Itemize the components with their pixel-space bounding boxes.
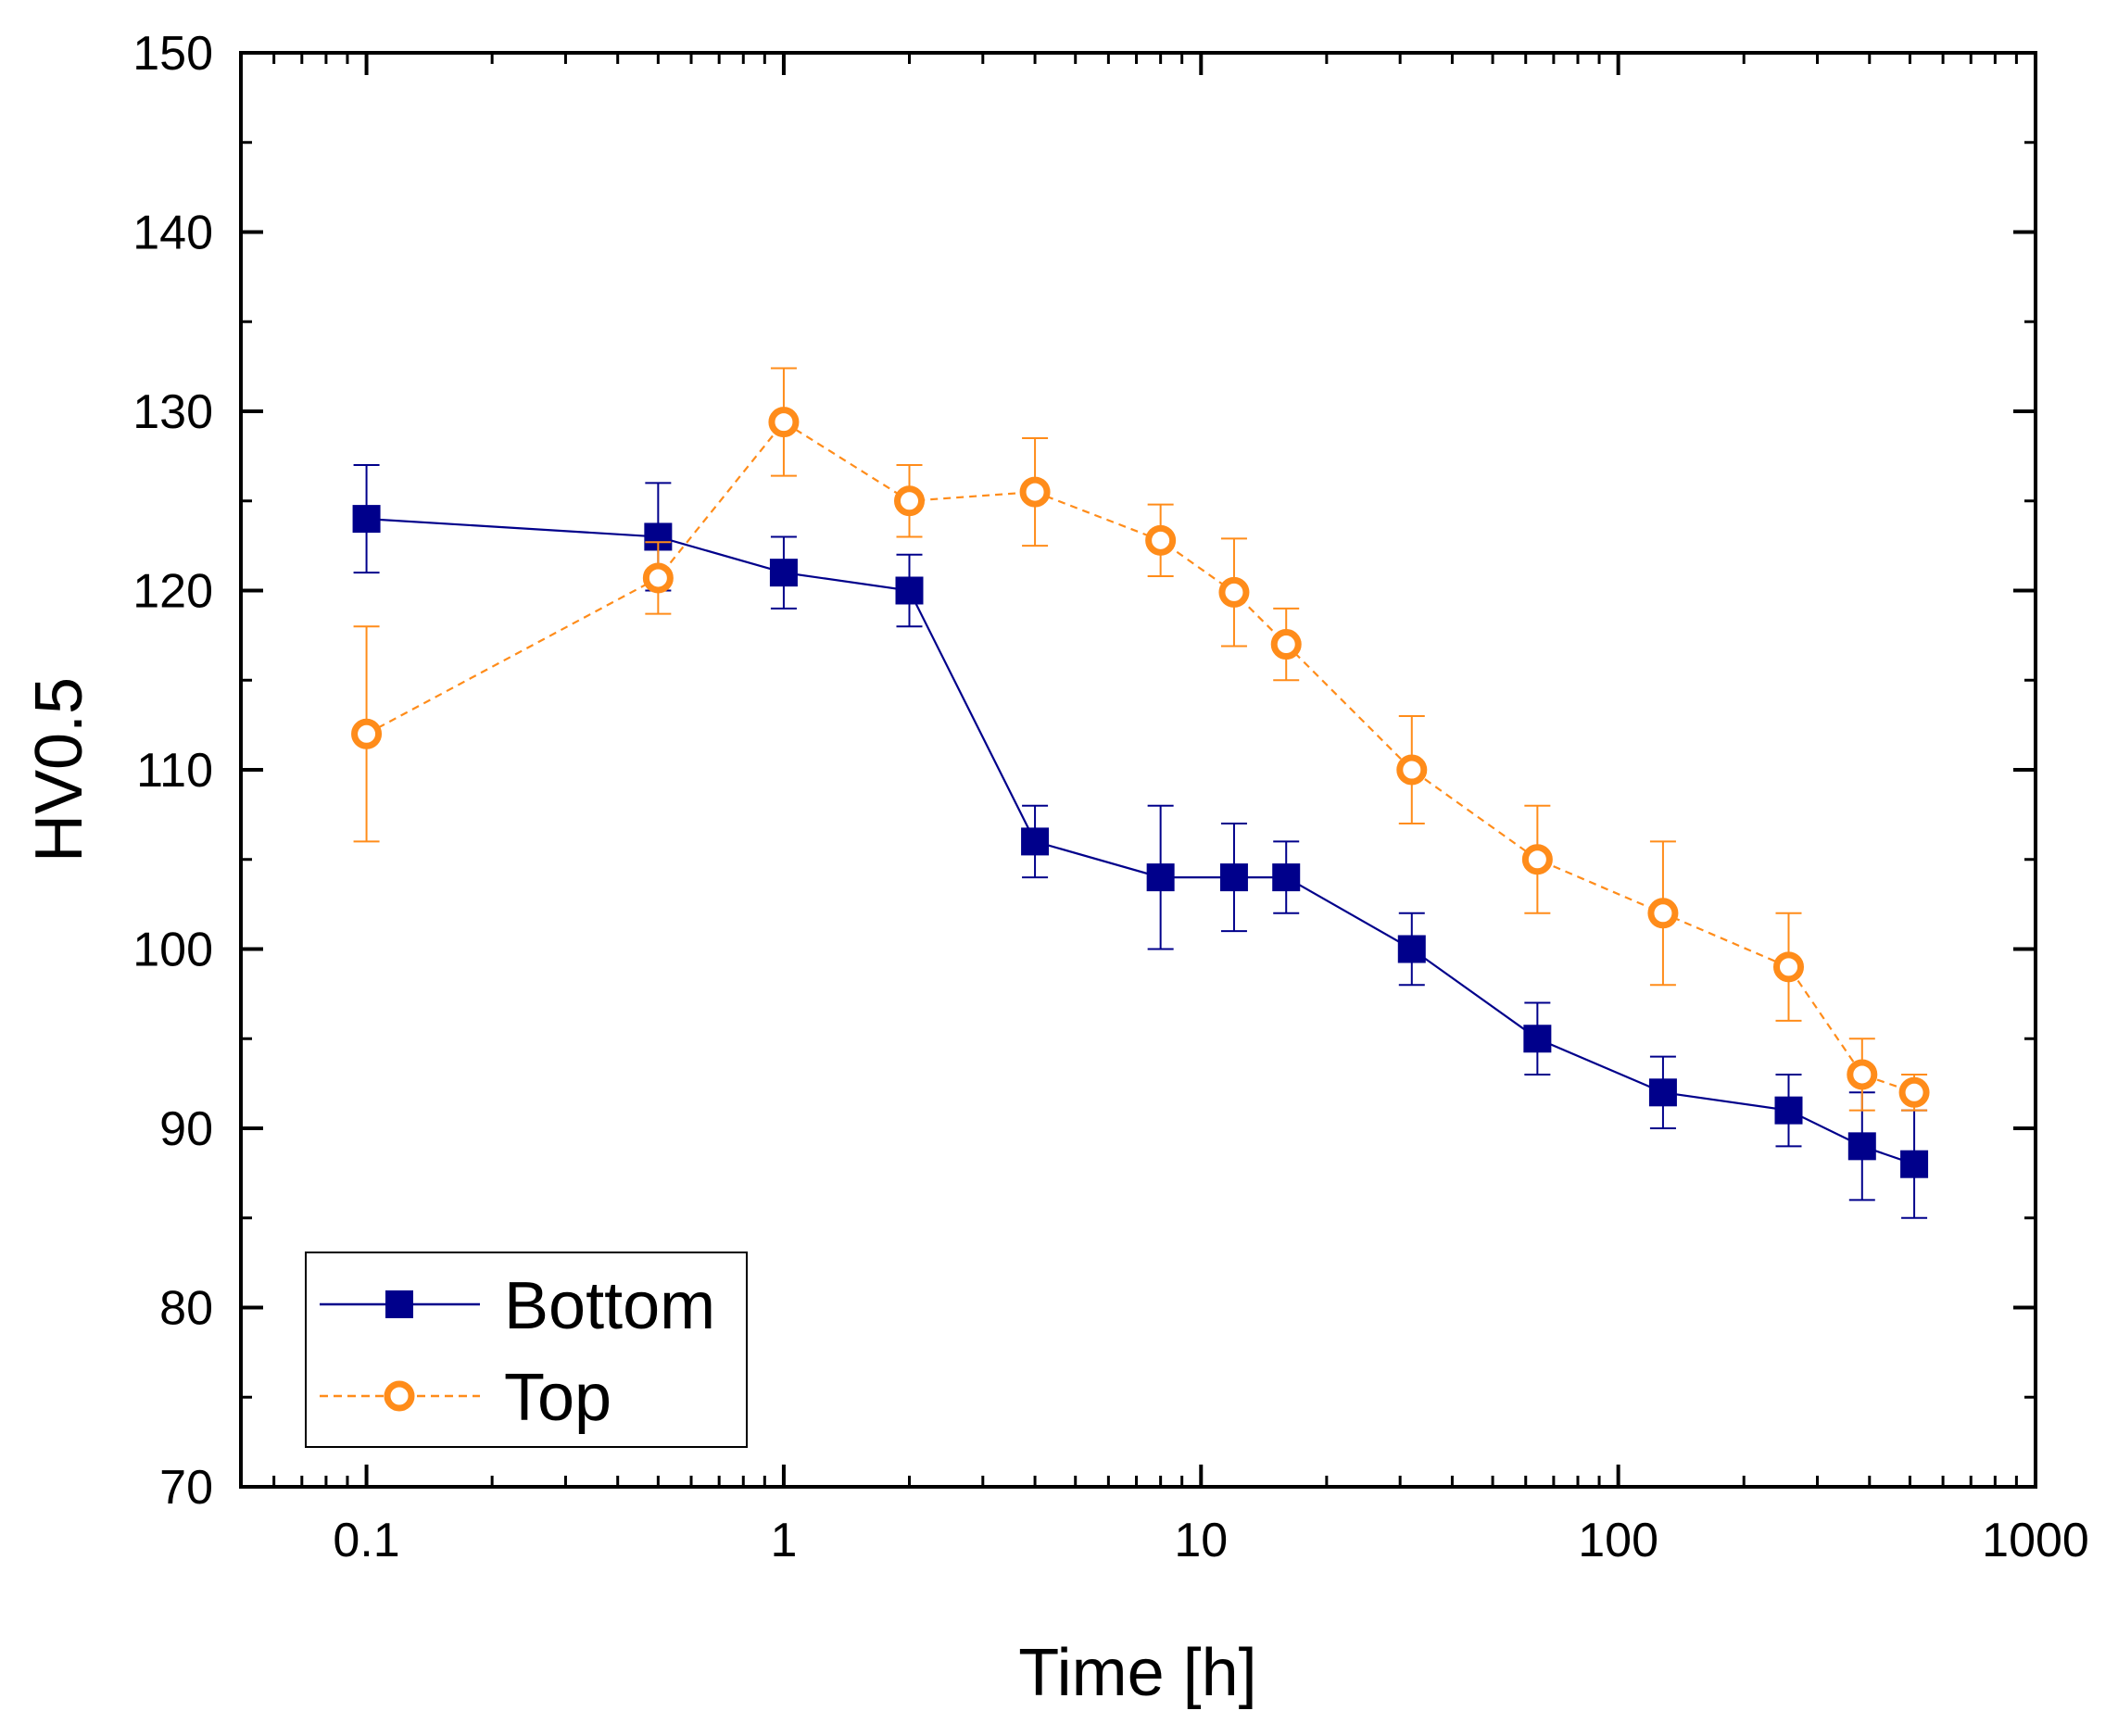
legend-marker-top: [384, 1380, 415, 1412]
data-point-bottom: [1847, 1132, 1876, 1161]
legend-label-top: Top: [504, 1361, 611, 1435]
data-point-top: [642, 562, 674, 594]
data-point-top: [1847, 1059, 1878, 1090]
data-point-bottom: [1272, 863, 1301, 892]
y-tick-label: 110: [136, 744, 213, 798]
data-point-bottom: [1146, 863, 1175, 892]
data-point-top: [1521, 844, 1553, 875]
y-tick-label: 150: [132, 27, 213, 81]
y-axis-title: HV0.5: [22, 677, 96, 862]
y-tick-label: 100: [132, 924, 213, 977]
legend-item-bottom: Bottom: [320, 1269, 715, 1343]
data-point-top: [1145, 524, 1177, 556]
y-tick-label: 140: [132, 207, 213, 260]
legend-box: [305, 1252, 748, 1448]
data-point-top: [1647, 898, 1679, 929]
y-tick-label: 70: [159, 1461, 213, 1515]
data-point-bottom: [895, 576, 924, 605]
data-point-top: [1396, 754, 1428, 786]
legend-item-top: Top: [320, 1361, 611, 1435]
data-point-top: [1218, 576, 1250, 608]
data-point-bottom: [1900, 1150, 1929, 1178]
plot-frame: [239, 51, 2037, 1489]
data-point-bottom: [1219, 863, 1248, 892]
x-tick-label: 10: [1174, 1514, 1228, 1567]
data-point-top: [351, 718, 383, 749]
data-point-bottom: [1648, 1078, 1677, 1107]
x-tick-label: 0.1: [333, 1514, 399, 1567]
data-point-bottom: [1397, 935, 1426, 963]
data-point-bottom: [769, 559, 798, 587]
legend-marker-bottom: [385, 1290, 413, 1318]
data-point-top: [1772, 951, 1804, 983]
data-point-top: [768, 407, 800, 438]
legend-label-bottom: Bottom: [504, 1269, 715, 1343]
series-bottom: [352, 464, 1929, 1219]
data-point-top: [1270, 629, 1302, 660]
y-tick-label: 120: [132, 565, 213, 619]
y-tick-label: 90: [159, 1102, 213, 1156]
y-tick-label: 80: [159, 1282, 213, 1336]
legend: Bottom Top: [305, 1252, 748, 1448]
data-point-top: [1898, 1076, 1930, 1108]
x-tick-label: 1000: [1982, 1514, 2089, 1567]
data-point-bottom: [1774, 1096, 1803, 1125]
series-line-bottom: [366, 518, 1915, 1165]
x-axis-title: Time [h]: [1018, 1636, 1256, 1710]
data-point-bottom: [1021, 827, 1050, 856]
series-top: [351, 367, 1930, 1112]
data-point-top: [893, 485, 925, 517]
data-point-bottom: [1523, 1025, 1552, 1053]
data-point-top: [1019, 476, 1051, 508]
series-line-top: [366, 421, 1915, 1094]
x-tick-label: 100: [1578, 1514, 1658, 1567]
data-point-bottom: [352, 505, 381, 534]
x-tick-label: 1: [770, 1514, 797, 1567]
series-layer: [351, 367, 1930, 1219]
y-tick-label: 130: [132, 385, 213, 439]
